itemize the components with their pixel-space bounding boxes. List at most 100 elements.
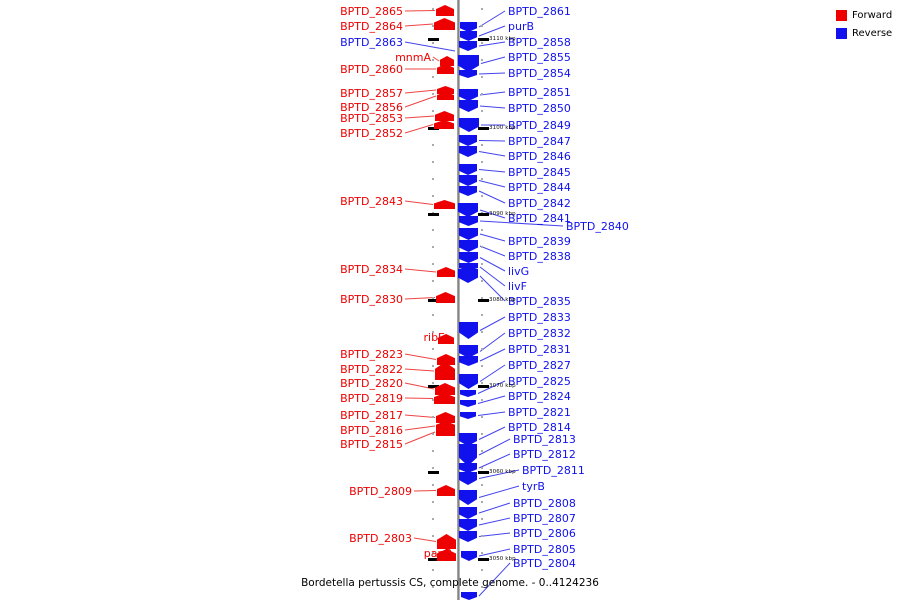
- gene-glyph[interactable]: [459, 356, 478, 366]
- gene-glyph[interactable]: [459, 41, 477, 51]
- gene-glyph[interactable]: [436, 5, 454, 16]
- gene-label[interactable]: BPTD_2847: [508, 135, 571, 148]
- gene-glyph[interactable]: [459, 216, 478, 226]
- gene-glyph[interactable]: [437, 267, 455, 277]
- gene-label[interactable]: BPTD_2850: [508, 102, 571, 115]
- gene-label[interactable]: BPTD_2834: [340, 263, 403, 276]
- gene-label[interactable]: BPTD_2809: [349, 485, 412, 498]
- gene-glyph[interactable]: [434, 393, 455, 404]
- gene-label[interactable]: BPTD_2812: [513, 448, 576, 461]
- gene-label[interactable]: BPTD_2843: [340, 195, 403, 208]
- gene-glyph[interactable]: [459, 175, 477, 186]
- gene-label[interactable]: BPTD_2858: [508, 36, 571, 49]
- gene-label[interactable]: BPTD_2852: [340, 127, 403, 140]
- gene-label[interactable]: livF: [508, 280, 527, 293]
- gene-glyph[interactable]: [459, 228, 478, 240]
- gene-glyph[interactable]: [437, 549, 456, 561]
- gene-glyph[interactable]: [459, 89, 478, 101]
- gene-glyph[interactable]: [460, 31, 477, 41]
- gene-label[interactable]: BPTD_2846: [508, 150, 571, 163]
- gene-label[interactable]: BPTD_2856: [340, 101, 403, 114]
- gene-glyph[interactable]: [459, 240, 478, 252]
- gene-label[interactable]: BPTD_2860: [340, 63, 403, 76]
- gene-glyph[interactable]: [459, 70, 477, 78]
- gene-label[interactable]: mnmA: [395, 51, 431, 64]
- gene-label[interactable]: BPTD_2822: [340, 363, 403, 376]
- gene-glyph[interactable]: [437, 92, 454, 100]
- gene-glyph[interactable]: [434, 18, 455, 30]
- gene-glyph[interactable]: [460, 390, 476, 397]
- gene-label[interactable]: BPTD_2842: [508, 197, 571, 210]
- gene-label[interactable]: BPTD_2841: [508, 212, 571, 225]
- gene-label[interactable]: BPTD_2863: [340, 36, 403, 49]
- legend-item-forward[interactable]: Forward: [836, 8, 892, 23]
- gene-glyph[interactable]: [436, 428, 455, 436]
- gene-label[interactable]: BPTD_2821: [508, 406, 571, 419]
- gene-glyph[interactable]: [437, 354, 455, 365]
- gene-glyph[interactable]: [459, 463, 477, 473]
- gene-glyph[interactable]: [435, 362, 455, 380]
- gene-label[interactable]: BPTD_2804: [513, 557, 576, 570]
- gene-label[interactable]: BPTD_2861: [508, 5, 571, 18]
- gene-label[interactable]: BPTD_2825: [508, 375, 571, 388]
- gene-glyph[interactable]: [437, 534, 456, 549]
- gene-glyph[interactable]: [459, 531, 477, 542]
- gene-label[interactable]: BPTD_2840: [566, 220, 629, 233]
- gene-label[interactable]: tyrB: [522, 480, 545, 493]
- gene-label[interactable]: BPTD_2805: [513, 543, 576, 556]
- gene-label[interactable]: BPTD_2833: [508, 311, 571, 324]
- gene-glyph[interactable]: [459, 433, 477, 446]
- gene-label[interactable]: livG: [508, 265, 530, 278]
- gene-label[interactable]: BPTD_2824: [508, 390, 571, 403]
- gene-glyph[interactable]: [459, 519, 477, 531]
- gene-label[interactable]: BPTD_2831: [508, 343, 571, 356]
- gene-glyph[interactable]: [459, 345, 478, 358]
- gene-glyph[interactable]: [437, 485, 455, 496]
- gene-label[interactable]: BPTD_2835: [508, 295, 571, 308]
- gene-glyph[interactable]: [458, 203, 478, 217]
- gene-label[interactable]: BPTD_2865: [340, 5, 403, 18]
- gene-glyph[interactable]: [434, 200, 455, 209]
- gene-glyph[interactable]: [459, 100, 478, 112]
- gene-glyph[interactable]: [459, 374, 478, 389]
- gene-glyph[interactable]: [460, 412, 476, 419]
- gene-glyph[interactable]: [436, 421, 455, 431]
- gene-label[interactable]: BPTD_2814: [508, 421, 571, 434]
- gene-label[interactable]: BPTD_2855: [508, 51, 571, 64]
- gene-glyph[interactable]: [459, 118, 479, 132]
- gene-label[interactable]: BPTD_2820: [340, 377, 403, 390]
- gene-label[interactable]: BPTD_2813: [513, 433, 576, 446]
- gene-glyph[interactable]: [459, 444, 477, 466]
- gene-glyph[interactable]: [459, 252, 478, 263]
- legend-item-reverse[interactable]: Reverse: [836, 26, 892, 41]
- gene-label[interactable]: BPTD_2806: [513, 527, 576, 540]
- gene-label[interactable]: BPTD_2811: [522, 464, 585, 477]
- gene-glyph[interactable]: [459, 135, 477, 146]
- gene-label[interactable]: BPTD_2832: [508, 327, 571, 340]
- gene-label[interactable]: BPTD_2815: [340, 438, 403, 451]
- gene-label[interactable]: BPTD_2844: [508, 181, 571, 194]
- gene-glyph[interactable]: [437, 86, 454, 94]
- gene-label[interactable]: BPTD_2819: [340, 392, 403, 405]
- gene-label[interactable]: BPTD_2803: [349, 532, 412, 545]
- gene-glyph[interactable]: [434, 120, 454, 129]
- gene-glyph[interactable]: [459, 472, 477, 485]
- gene-glyph[interactable]: [459, 490, 477, 505]
- gene-glyph[interactable]: [459, 186, 477, 196]
- gene-label[interactable]: BPTD_2853: [340, 112, 403, 125]
- gene-label[interactable]: purB: [508, 20, 535, 33]
- gene-label[interactable]: BPTD_2864: [340, 20, 403, 33]
- gene-glyph[interactable]: [438, 334, 454, 344]
- gene-glyph[interactable]: [435, 111, 454, 121]
- gene-label[interactable]: BPTD_2808: [513, 497, 576, 510]
- gene-label[interactable]: panB: [423, 547, 452, 560]
- gene-label[interactable]: BPTD_2849: [508, 119, 571, 132]
- gene-glyph[interactable]: [460, 400, 476, 407]
- gene-label[interactable]: BPTD_2823: [340, 348, 403, 361]
- gene-label[interactable]: BPTD_2857: [340, 87, 403, 100]
- gene-glyph[interactable]: [435, 383, 455, 395]
- gene-label[interactable]: ribE: [423, 331, 445, 344]
- gene-label[interactable]: BPTD_2830: [340, 293, 403, 306]
- gene-glyph[interactable]: [440, 56, 454, 66]
- gene-label[interactable]: BPTD_2807: [513, 512, 576, 525]
